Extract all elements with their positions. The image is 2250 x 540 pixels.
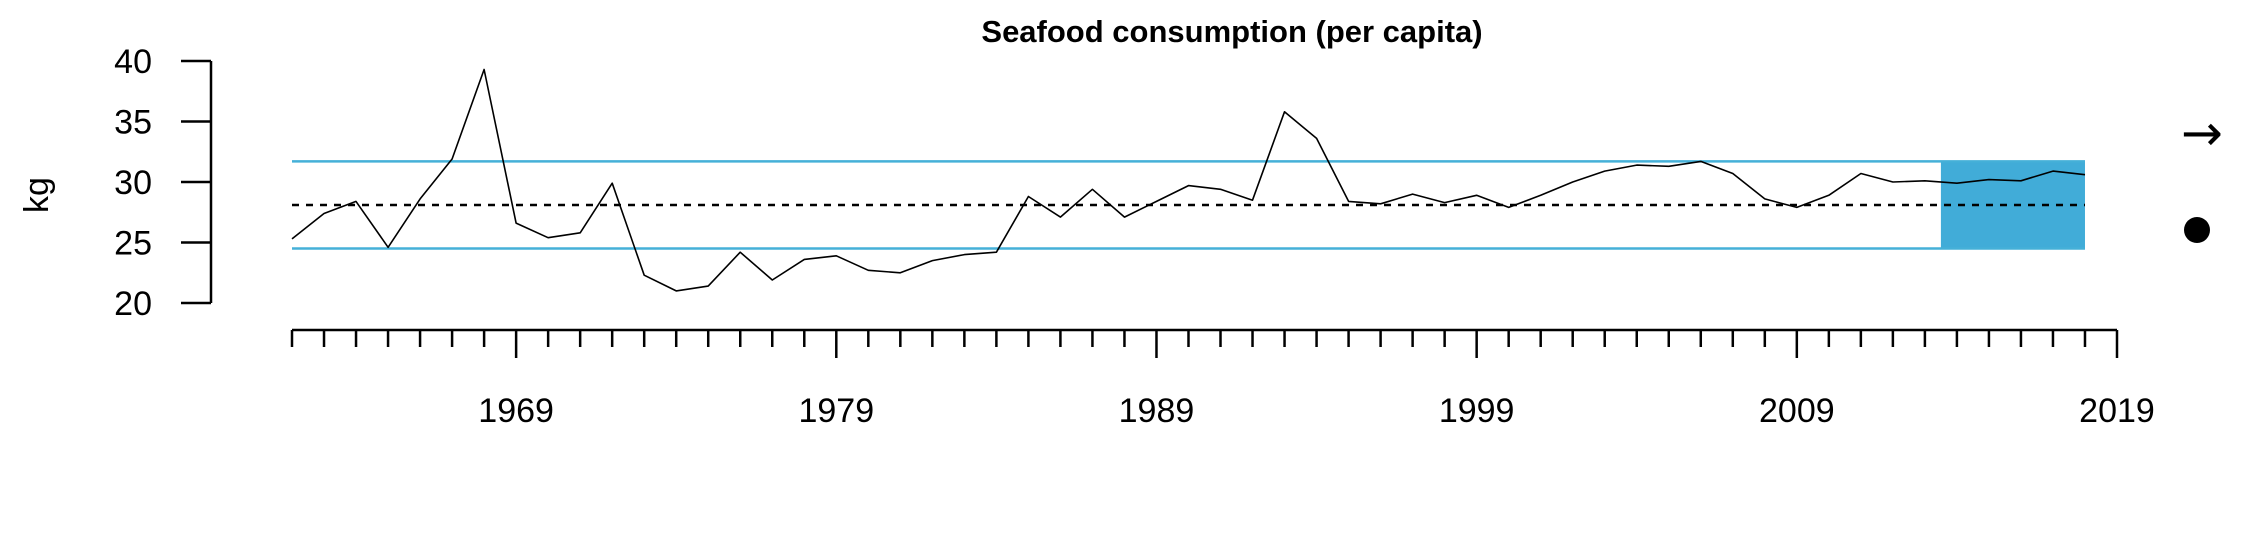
x-axis: 1969 1979 1989 1999 2009 2019 — [290, 328, 2155, 430]
y-tick-label: 40 — [114, 43, 152, 81]
y-tick-label: 35 — [114, 104, 152, 142]
x-tick-label: 1979 — [798, 392, 874, 430]
trend-arrow-icon: → — [2181, 104, 2223, 162]
chart-title: Seafood consumption (per capita) — [981, 14, 1482, 49]
x-tick-label: 2009 — [1759, 392, 1835, 430]
x-tick-label: 2019 — [2079, 392, 2155, 430]
plot-area — [291, 68, 2086, 292]
x-tick-label: 1969 — [478, 392, 554, 430]
x-tick-label: 1999 — [1439, 392, 1515, 430]
y-tick-label: 30 — [114, 164, 152, 202]
data-series-line — [291, 68, 2086, 292]
side-indicators: → — [2181, 104, 2223, 243]
y-axis-label: kg — [18, 177, 56, 213]
y-tick-label: 25 — [114, 225, 152, 263]
y-tick-label: 20 — [114, 285, 152, 323]
y-axis: 20 25 30 35 40 — [114, 43, 213, 323]
status-dot-icon — [2184, 217, 2210, 243]
x-tick-label: 1989 — [1119, 392, 1195, 430]
